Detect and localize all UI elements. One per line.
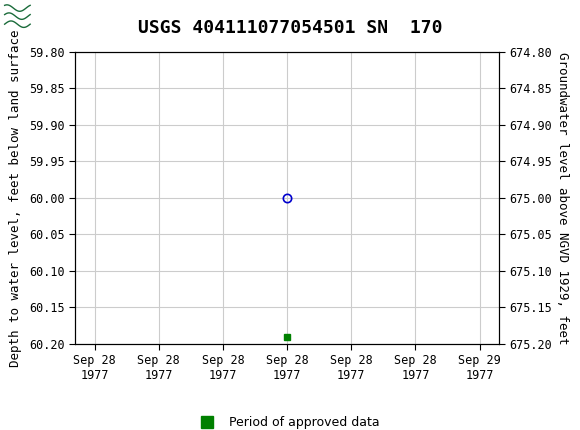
Bar: [3, 2, 61, 31]
Legend: Period of approved data: Period of approved data: [189, 411, 385, 430]
Y-axis label: Depth to water level, feet below land surface: Depth to water level, feet below land su…: [9, 29, 23, 366]
Text: USGS 404111077054501 SN  170: USGS 404111077054501 SN 170: [138, 19, 442, 37]
Text: USGS: USGS: [35, 9, 82, 24]
Y-axis label: Groundwater level above NGVD 1929, feet: Groundwater level above NGVD 1929, feet: [556, 52, 568, 344]
